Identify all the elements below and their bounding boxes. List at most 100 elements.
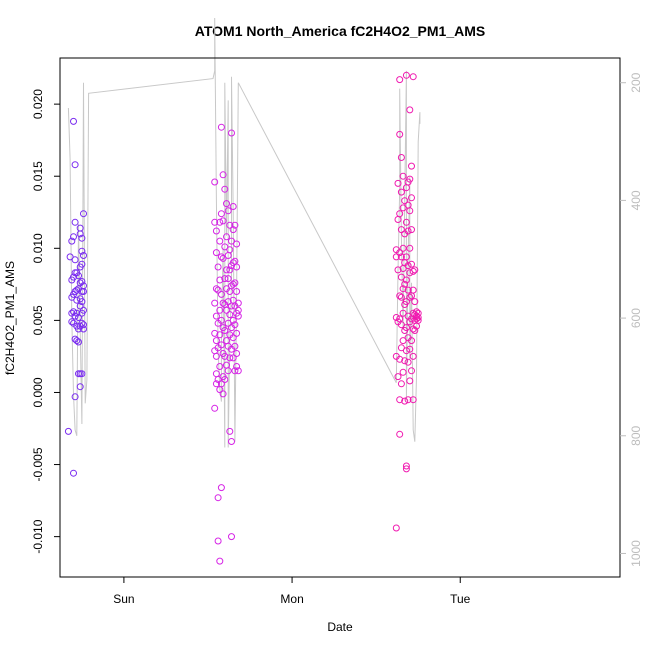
data-point xyxy=(71,161,79,169)
data-point xyxy=(216,306,224,314)
data-point xyxy=(396,430,404,438)
data-point xyxy=(211,299,219,307)
data-point xyxy=(402,347,410,355)
y-axis-label: fC2H4O2_PM1_AMS xyxy=(3,261,17,375)
data-point xyxy=(408,226,415,234)
data-point xyxy=(75,314,82,321)
data-point xyxy=(214,494,222,502)
data-point xyxy=(396,249,404,257)
y-tick-label: 0.015 xyxy=(31,161,45,191)
data-point xyxy=(397,321,405,329)
data-point xyxy=(221,327,229,334)
data-point xyxy=(226,246,234,254)
data-point xyxy=(408,162,415,170)
data-point xyxy=(234,312,242,320)
data-point xyxy=(399,368,407,376)
data-point xyxy=(217,253,225,261)
y-tick-label: -0.005 xyxy=(31,447,45,481)
data-point xyxy=(66,253,74,261)
data-point xyxy=(396,130,404,138)
data-point xyxy=(402,253,410,261)
data-point xyxy=(228,237,235,245)
data-point xyxy=(217,341,225,349)
data-point xyxy=(402,324,410,332)
data-point xyxy=(229,226,237,234)
y-tick-label: 0.005 xyxy=(31,305,45,335)
data-point xyxy=(226,427,234,435)
data-point xyxy=(221,275,229,283)
data-point xyxy=(212,352,220,360)
data-point xyxy=(228,129,235,137)
data-point xyxy=(216,331,224,339)
data-point xyxy=(78,370,86,378)
data-point xyxy=(414,309,422,317)
data-point xyxy=(401,397,409,405)
data-point xyxy=(404,396,412,404)
y2-tick-label: 800 xyxy=(629,425,643,445)
data-point xyxy=(216,557,224,565)
y-tick-label: -0.010 xyxy=(31,519,45,553)
data-point xyxy=(406,269,414,277)
data-point xyxy=(70,273,77,281)
data-point xyxy=(231,221,239,229)
data-point xyxy=(78,247,86,255)
data-point xyxy=(397,344,405,352)
points-layer xyxy=(64,71,422,565)
data-point xyxy=(404,262,412,270)
data-point xyxy=(223,306,230,314)
data-point xyxy=(397,154,405,161)
data-point xyxy=(214,537,222,545)
data-point xyxy=(214,376,222,383)
data-point xyxy=(71,393,79,401)
data-point xyxy=(392,314,400,321)
data-point xyxy=(404,227,412,235)
data-point xyxy=(224,275,232,283)
data-point xyxy=(70,469,77,477)
data-point xyxy=(212,249,220,257)
data-point xyxy=(229,259,237,267)
y2-tick-label: 1000 xyxy=(629,540,643,567)
data-point xyxy=(409,286,417,294)
data-point xyxy=(224,367,232,375)
data-point xyxy=(402,71,410,79)
data-point xyxy=(404,286,412,294)
axes-layer: -0.010 -0.005 0.000 0.005 0.010 0.015 0.020 Sun… xyxy=(31,57,643,606)
secondary-series-line xyxy=(67,17,421,448)
data-point xyxy=(73,296,81,304)
data-point xyxy=(211,404,219,412)
data-point xyxy=(73,309,81,317)
data-point xyxy=(409,352,417,360)
data-point xyxy=(80,306,87,314)
data-point xyxy=(73,286,81,294)
data-point xyxy=(71,218,79,226)
data-point xyxy=(397,188,405,196)
data-point xyxy=(401,280,409,288)
data-point xyxy=(226,221,234,229)
data-point xyxy=(217,123,225,131)
y-tick-label: 0.020 xyxy=(31,89,45,119)
data-point xyxy=(397,293,405,301)
data-point xyxy=(406,106,414,114)
data-point xyxy=(219,390,227,398)
data-point xyxy=(401,357,409,365)
data-point xyxy=(219,299,227,307)
data-point xyxy=(68,318,76,326)
data-point xyxy=(80,252,87,259)
data-point xyxy=(406,244,414,252)
data-point xyxy=(219,171,227,179)
data-point xyxy=(226,354,234,362)
data-point xyxy=(212,227,220,235)
data-point xyxy=(223,266,230,274)
data-point xyxy=(392,524,400,532)
data-point xyxy=(216,276,224,284)
data-point xyxy=(80,288,87,295)
data-point xyxy=(211,329,219,337)
data-point xyxy=(392,253,400,261)
x-tick-label: Tue xyxy=(450,592,471,606)
data-point xyxy=(217,316,225,324)
data-point xyxy=(397,380,405,388)
data-point xyxy=(80,210,87,218)
data-point xyxy=(76,383,84,391)
data-point xyxy=(399,337,407,345)
